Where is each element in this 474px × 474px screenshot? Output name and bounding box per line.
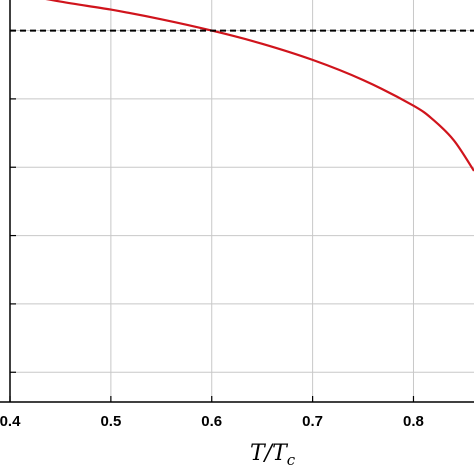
- x-axis-label-main: T/T: [250, 441, 289, 466]
- grid: [10, 0, 474, 402]
- x-axis-label: T/Tc: [250, 441, 296, 469]
- series-group: [10, 0, 474, 172]
- series-line: [45, 0, 474, 172]
- x-ticks: [9, 29, 415, 402]
- x-tick-label: 0.4: [0, 413, 21, 430]
- x-tick-label: 0.5: [100, 413, 121, 430]
- x-axis-label-subscript: c: [287, 451, 296, 469]
- x-tick-label: 0.8: [403, 413, 424, 430]
- x-tick-label: 0.7: [302, 413, 323, 430]
- x-tick-labels: 0.4 0.5 0.6 0.7 0.8: [0, 413, 424, 430]
- plot-background: [0, 0, 474, 402]
- x-tick-label: 0.6: [201, 413, 222, 430]
